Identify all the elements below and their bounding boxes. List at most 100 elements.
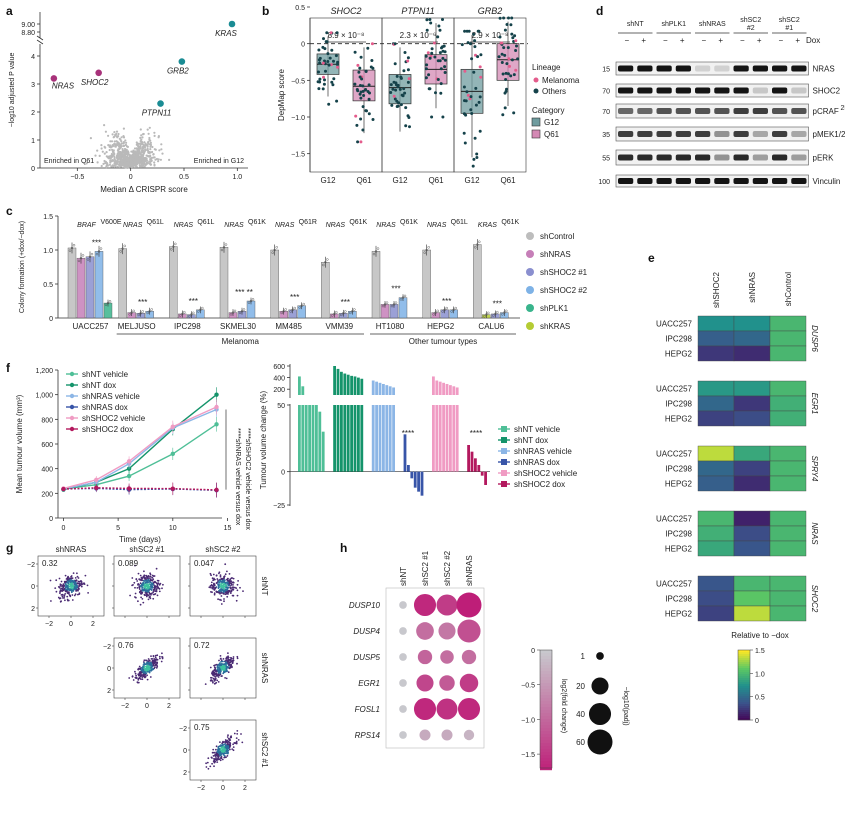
- e-row-label: UACC257: [656, 320, 693, 329]
- g-point: [69, 588, 71, 591]
- w-bar-lower: [333, 405, 336, 472]
- h-size-legend-label: 40: [576, 710, 585, 719]
- b-data-point: [443, 65, 447, 69]
- c-replicate-dot: [249, 299, 253, 303]
- b-data-point: [407, 116, 411, 119]
- a-gene-point: [160, 143, 163, 146]
- c-cell-line-label: UACC257: [72, 322, 109, 331]
- g-point: [140, 596, 143, 599]
- g-point: [140, 673, 143, 676]
- b-data-point: [428, 56, 432, 60]
- w-ylabel: Tumour volume change (%): [259, 390, 268, 489]
- g-point: [236, 655, 239, 658]
- h-colorbar-tick-label: −0.5: [521, 683, 535, 690]
- h-colorbar-segment: [540, 680, 552, 684]
- g-point: [226, 595, 229, 598]
- w-legend-label: shNT dox: [514, 436, 548, 445]
- g-ytick-label: 0: [31, 584, 35, 591]
- g-point: [146, 585, 149, 588]
- g-point: [160, 660, 163, 663]
- g-point: [225, 661, 227, 663]
- g-point: [210, 574, 213, 577]
- g-point: [227, 586, 229, 589]
- g-point: [218, 751, 220, 754]
- e-colorbar-segment: [738, 658, 750, 661]
- c-mutation-label: NRAS: [326, 222, 346, 229]
- a-gene-point: [117, 141, 120, 145]
- g-point: [143, 665, 146, 668]
- c-replicate-dot: [179, 314, 182, 317]
- g-point: [211, 762, 214, 765]
- b-data-point: [504, 90, 508, 93]
- w-bar-upper: [375, 381, 378, 395]
- g-point: [70, 587, 73, 589]
- g-point: [74, 582, 76, 584]
- e-cell: [769, 540, 807, 557]
- c-replicate-dot: [81, 254, 85, 257]
- w-bar-lower: [385, 405, 389, 472]
- g-point: [220, 592, 223, 594]
- a-gene-point: [116, 160, 119, 163]
- h-colorbar-segment: [540, 701, 552, 705]
- g-point: [145, 663, 147, 666]
- c-mutation-site: Q61K: [349, 219, 367, 226]
- h-colorbar-segment: [540, 746, 552, 750]
- a-gene-point: [157, 158, 160, 161]
- h-size-legend-label: 60: [576, 738, 585, 747]
- g-point: [153, 575, 156, 577]
- g-point: [67, 599, 69, 602]
- a-gene-point: [122, 156, 125, 159]
- b-data-point: [443, 71, 447, 74]
- w-legend-label: shSHOC2 dox: [514, 480, 565, 489]
- g-point: [218, 668, 221, 671]
- a-gene-point: [113, 131, 116, 134]
- g-point: [224, 584, 227, 587]
- c-legend-swatch: [526, 304, 534, 312]
- f-xtick-label: 5: [116, 525, 120, 532]
- g-point: [207, 757, 210, 760]
- c-replicate-dot: [344, 310, 347, 313]
- w-bar-lower: [432, 405, 435, 472]
- g-point: [149, 676, 152, 678]
- g-point: [215, 670, 217, 672]
- g-point: [139, 574, 142, 577]
- w-legend-label: shNRAS vehicle: [514, 447, 572, 456]
- b-data-point: [510, 58, 514, 62]
- b-data-point: [336, 65, 339, 69]
- g-point: [150, 588, 153, 590]
- e-colorbar-segment: [738, 700, 750, 703]
- b-data-point: [514, 49, 518, 52]
- d-band: [752, 154, 768, 161]
- w-bar-lower: [445, 405, 449, 472]
- w-legend-swatch: [501, 426, 507, 432]
- g-point: [215, 758, 217, 761]
- a-gene-point: [113, 160, 117, 163]
- h-dot: [399, 705, 407, 713]
- e-colorbar-segment: [738, 698, 750, 701]
- g-point: [158, 587, 161, 590]
- b-legend-swatch-q61: [531, 129, 541, 139]
- g-ytick-label: −2: [103, 644, 111, 651]
- a-gene-point: [100, 147, 103, 150]
- w-bar: [467, 445, 470, 472]
- a-gene-point: [104, 162, 107, 165]
- e-cell: [769, 410, 807, 427]
- g-point: [222, 743, 225, 746]
- g-point: [77, 593, 79, 596]
- c-significance: ***: [92, 238, 101, 247]
- b-data-point: [327, 102, 331, 106]
- e-colorbar-segment: [738, 678, 750, 681]
- c-legend-swatch: [526, 232, 534, 240]
- g-point: [212, 755, 215, 757]
- panel-label-g: g: [6, 541, 13, 555]
- g-point: [216, 751, 219, 754]
- a-gene-point: [138, 162, 141, 165]
- g-point: [219, 745, 222, 748]
- g-point: [154, 590, 157, 593]
- a-gene-point: [144, 142, 147, 145]
- g-point: [222, 663, 224, 665]
- e-colorbar-segment: [738, 714, 750, 717]
- a-gene-point: [144, 148, 147, 151]
- d-band: [772, 87, 788, 94]
- b-data-point: [502, 46, 506, 50]
